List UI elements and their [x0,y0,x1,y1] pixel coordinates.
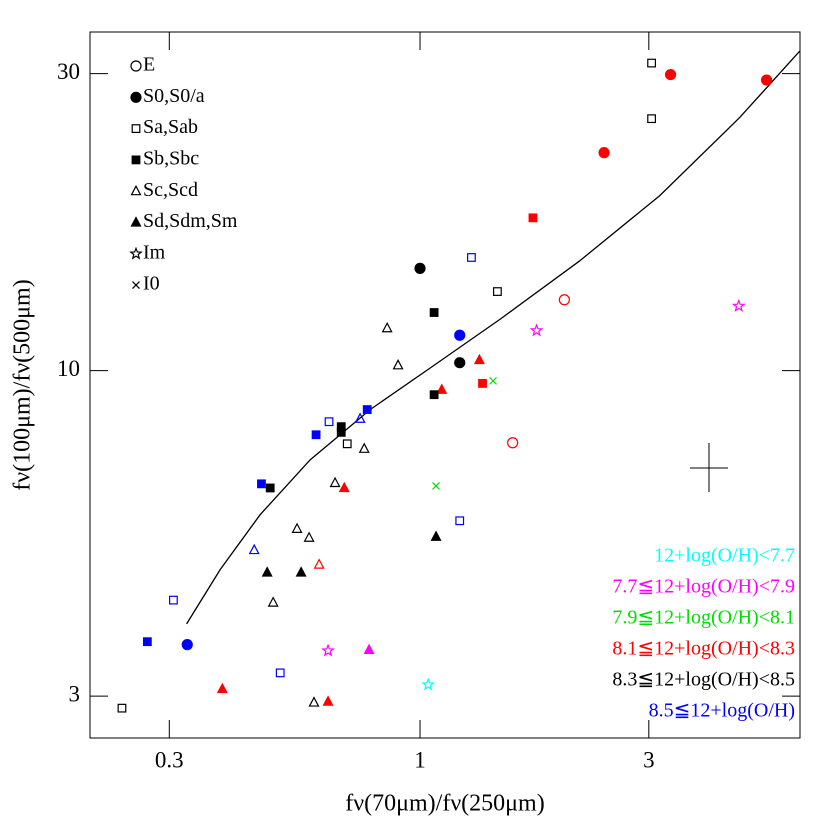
point [731,298,746,312]
legend-symbol [132,281,140,290]
point [265,483,275,493]
point [169,595,178,605]
point [142,637,152,647]
point [303,531,315,542]
point [664,68,677,81]
point [429,390,439,400]
legend-label: E [143,54,155,76]
point [473,353,485,365]
y-tick-label: 30 [57,59,80,84]
point [432,481,440,490]
legend-entry: 8.3≦12+log(O/H)<8.5 [612,669,795,691]
y-tick-label: 3 [69,681,81,706]
legend-entry: 7.7≦12+log(O/H)<7.9 [612,576,795,598]
point [414,262,426,274]
point [489,376,497,385]
point [454,329,466,341]
point [358,442,370,453]
point [760,74,773,86]
legend-label: Sc,Scd [143,179,198,201]
point [598,147,610,159]
legend-symbol [129,246,143,260]
point [421,677,436,691]
point [257,479,266,489]
point [295,566,307,577]
point [216,682,228,694]
point [493,287,502,296]
point [647,58,656,68]
point [363,643,375,655]
legend-symbol [131,124,141,134]
point [529,323,544,337]
point [313,558,325,569]
point [467,253,476,262]
point [381,321,393,333]
point [429,308,439,317]
point [336,427,346,437]
point [436,383,448,394]
legend-label: Sd,Sdm,Sm [143,210,238,232]
point [275,668,285,678]
point [454,357,466,369]
point [392,359,404,370]
point [647,114,656,124]
legend-label: S0,S0/a [143,85,205,107]
point [311,430,321,440]
legend-entry: 12+log(O/H)<7.7 [654,545,795,567]
point [338,481,350,493]
point [329,476,341,488]
point [324,417,334,427]
y-axis-label: fν(100μm)/fν(500μm) [10,279,36,490]
legend-entry: 8.1≦12+log(O/H)<8.3 [612,638,795,660]
legend-label: Im [143,241,166,263]
point [362,405,372,414]
legend-entry: 7.9≦12+log(O/H)<8.1 [612,607,795,629]
x-tick-label: 3 [643,747,655,772]
legend-symbol [130,60,142,72]
y-tick-label: 10 [57,356,80,381]
legend-label: I0 [143,273,160,295]
point [291,522,303,533]
legend-symbol [130,184,142,196]
point [117,703,127,713]
point [478,379,487,388]
point [528,213,538,223]
legend-label: Sa,Sab [143,116,198,138]
legend-symbol [130,91,142,103]
x-tick-label: 1 [414,747,426,772]
point [181,639,193,651]
point [430,530,442,541]
point [558,294,570,306]
point [455,516,465,526]
legend-symbol [130,216,142,227]
point [248,543,260,555]
point [308,696,320,707]
point [342,439,352,449]
legend-entry: 8.5≦12+log(O/H) [649,700,795,722]
point [267,596,279,607]
error-cross [690,443,728,492]
legend-symbol [131,155,141,165]
point [322,695,334,706]
legend-label: Sb,Sbc [143,147,199,169]
point [354,412,366,423]
x-axis-label: fν(70μm)/fν(250μm) [345,791,544,817]
point [261,566,273,577]
point [507,437,519,449]
plot-frame [89,31,801,739]
fit-curve [186,50,801,625]
point [321,643,335,657]
x-tick-label: 0.3 [155,747,184,772]
